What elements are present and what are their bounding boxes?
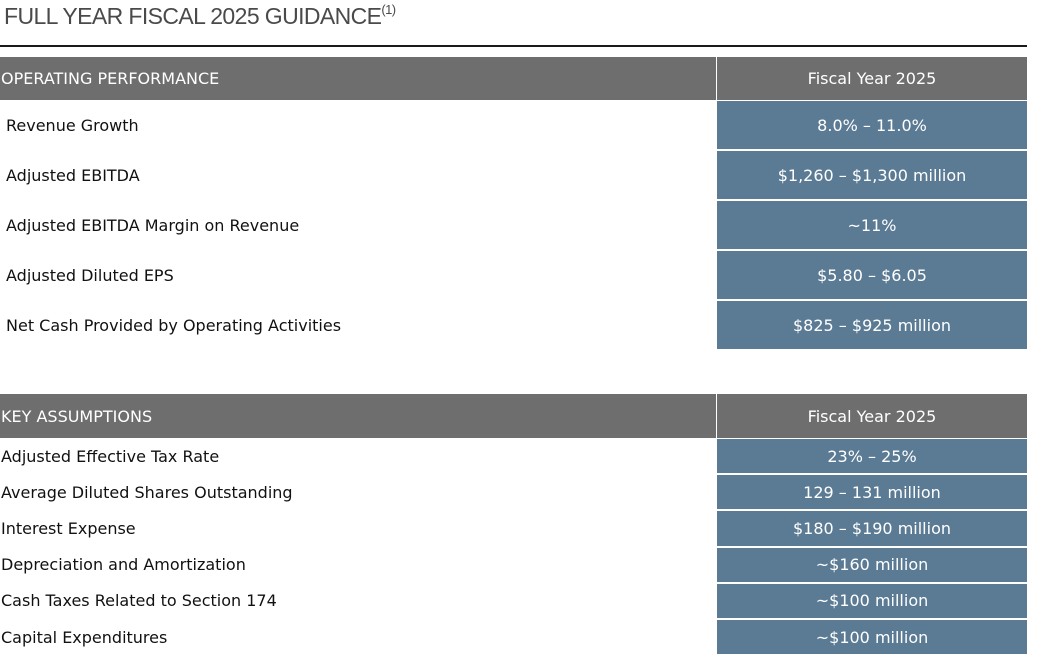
row-value: $825 – $925 million bbox=[717, 301, 1027, 349]
row-value: $1,260 – $1,300 million bbox=[717, 151, 1027, 199]
row-value: 8.0% – 11.0% bbox=[717, 101, 1027, 149]
row-label: Adjusted EBITDA Margin on Revenue bbox=[6, 215, 300, 235]
row-label: Revenue Growth bbox=[6, 115, 139, 135]
row-value: ~11% bbox=[717, 201, 1027, 249]
row-value: 23% – 25% bbox=[717, 439, 1027, 474]
row-label: Adjusted EBITDA bbox=[6, 165, 140, 185]
row-value: ~$100 million bbox=[717, 583, 1027, 618]
table-header: OPERATING PERFORMANCE bbox=[0, 57, 716, 100]
row-value: $180 – $190 million bbox=[717, 511, 1027, 546]
row-value: $5.80 – $6.05 bbox=[717, 251, 1027, 299]
title-note: (1) bbox=[381, 2, 396, 17]
row-label: Capital Expenditures bbox=[1, 627, 168, 647]
row-label: Adjusted Effective Tax Rate bbox=[1, 446, 220, 466]
row-label: Average Diluted Shares Outstanding bbox=[1, 482, 293, 502]
row-label: Depreciation and Amortization bbox=[1, 555, 246, 575]
row-value: ~$100 million bbox=[717, 620, 1027, 655]
row-label: Adjusted Diluted EPS bbox=[6, 265, 174, 285]
row-value: 129 – 131 million bbox=[717, 475, 1027, 510]
table-header: Fiscal Year 2025 bbox=[717, 394, 1027, 438]
title: FULL YEAR FISCAL 2025 GUIDANCE(1) bbox=[4, 2, 396, 30]
title-rule bbox=[0, 45, 1027, 47]
row-label: Cash Taxes Related to Section 174 bbox=[1, 591, 277, 611]
table-header: Fiscal Year 2025 bbox=[717, 57, 1027, 100]
row-label: Net Cash Provided by Operating Activitie… bbox=[6, 315, 342, 335]
row-label: Interest Expense bbox=[1, 518, 136, 538]
row-value: ~$160 million bbox=[717, 547, 1027, 582]
title-text: FULL YEAR FISCAL 2025 GUIDANCE bbox=[4, 3, 382, 29]
table-header: KEY ASSUMPTIONS bbox=[0, 394, 716, 438]
